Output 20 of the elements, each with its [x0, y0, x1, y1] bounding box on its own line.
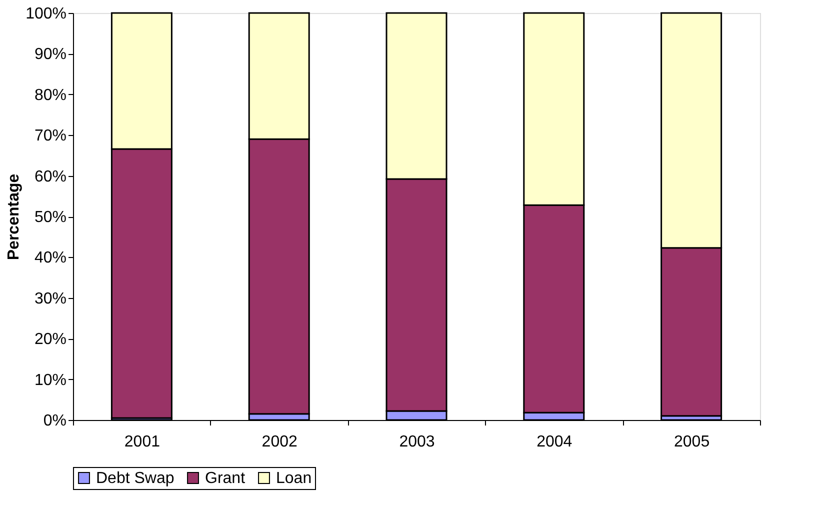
legend-label: Grant [205, 470, 246, 487]
y-tick-label: 70% [34, 128, 66, 145]
x-tick-label: 2002 [262, 434, 298, 450]
x-tick-label: 2001 [124, 434, 160, 450]
y-tick-label: 20% [34, 331, 66, 348]
y-tick-label: 100% [26, 6, 66, 22]
y-tick-label: 50% [34, 209, 66, 226]
y-tick-label: 90% [34, 46, 66, 64]
y-tick-label: 0% [43, 412, 66, 430]
x-tick-label: 2005 [674, 434, 710, 450]
x-tick-label: 2004 [536, 434, 572, 450]
y-tick-label: 10% [34, 372, 66, 389]
y-tick-label: 40% [34, 250, 66, 267]
legend-label: Loan [276, 470, 312, 487]
y-tick-label: 30% [34, 290, 66, 308]
x-tick-label: 2003 [399, 434, 435, 450]
y-axis-title: Percentage [6, 174, 23, 260]
legend-label: Debt Swap [96, 470, 174, 487]
y-tick-label: 80% [34, 86, 66, 104]
y-tick-label: 60% [34, 168, 66, 186]
